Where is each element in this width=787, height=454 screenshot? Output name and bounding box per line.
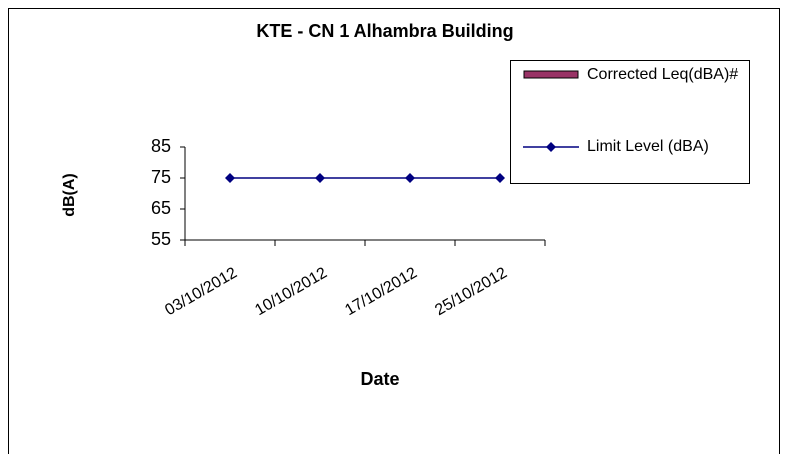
marker	[225, 173, 235, 183]
x-axis-label: Date	[360, 369, 399, 389]
legend-label: Limit Level (dBA)	[587, 138, 709, 155]
y-tick-label: 75	[151, 167, 171, 187]
legend-entry: Corrected Leq(dBA)#	[523, 61, 747, 89]
marker	[405, 173, 415, 183]
y-tick-label: 55	[151, 229, 171, 249]
y-tick-label: 85	[151, 136, 171, 156]
legend-label: Corrected Leq(dBA)#	[587, 66, 739, 83]
marker	[315, 173, 325, 183]
chart-title: KTE - CN 1 Alhambra Building	[256, 21, 513, 41]
legend: Corrected Leq(dBA)# Limit Level (dBA)	[510, 60, 750, 184]
legend-swatch	[523, 142, 579, 152]
y-tick-label: 65	[151, 198, 171, 218]
legend-swatch	[523, 70, 579, 79]
legend-entry: Limit Level (dBA)	[523, 133, 747, 161]
marker	[495, 173, 505, 183]
y-axis-label: dB(A)	[61, 173, 78, 217]
